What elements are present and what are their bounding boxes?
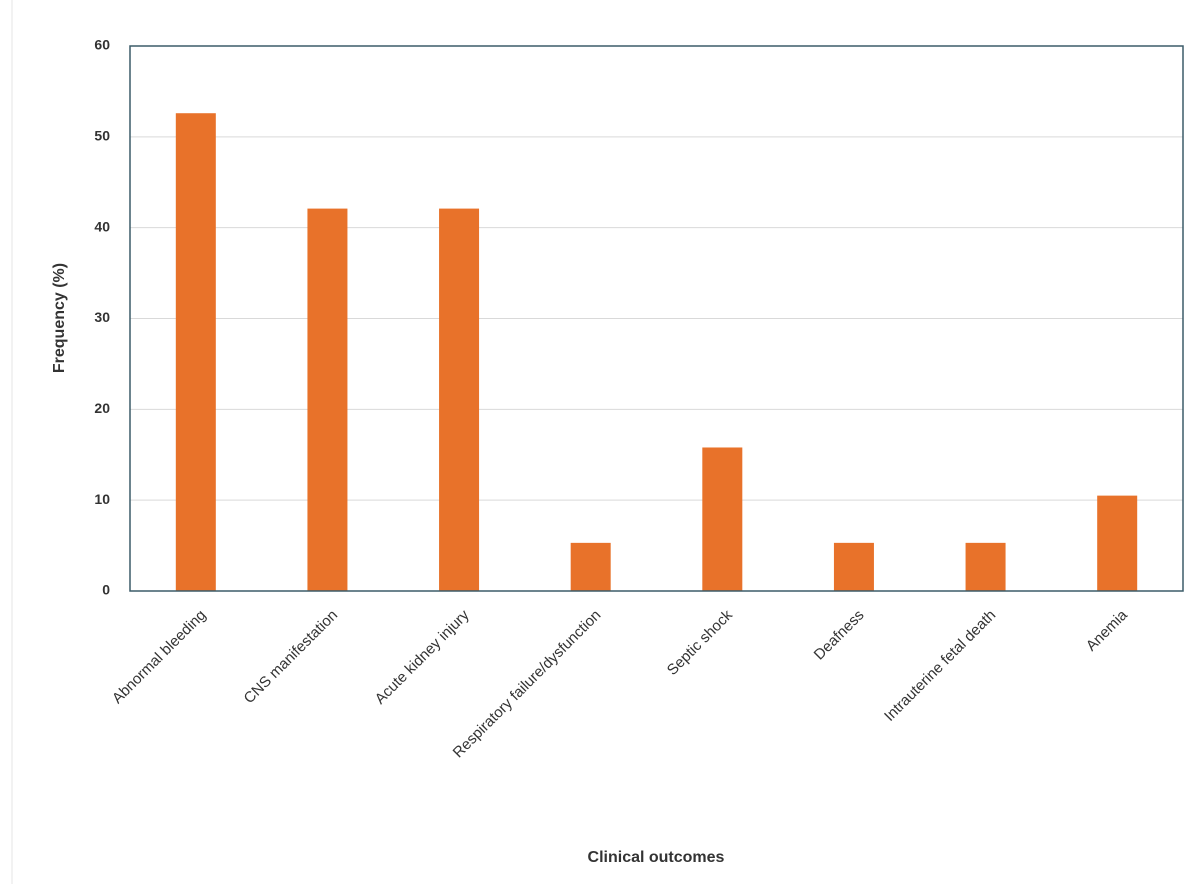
plot-border (129, 45, 1184, 592)
x-tick-label: CNS manifestation (241, 607, 341, 707)
bar (439, 208, 480, 591)
bar (1097, 495, 1138, 591)
bar (965, 542, 1006, 591)
bar (175, 113, 216, 591)
x-tick-label: Acute kidney injury (372, 606, 473, 707)
bar (833, 542, 874, 591)
y-tick-label: 40 (94, 218, 110, 234)
bar (570, 542, 611, 591)
x-tick-label: Anemia (1083, 606, 1131, 654)
x-axis-label: Clinical outcomes (588, 849, 725, 866)
y-tick-label: 60 (94, 37, 110, 53)
y-tick-label: 50 (94, 128, 110, 144)
x-tick-label: Abnormal bleeding (109, 607, 209, 707)
bar (702, 447, 743, 591)
x-tick-label: Respiratory failure/dysfunction (450, 607, 605, 762)
y-tick-label: 20 (94, 400, 110, 416)
y-tick-label: 0 (102, 582, 110, 598)
x-tick-label: Intrauterine fetal death (881, 607, 999, 725)
bar (307, 208, 348, 591)
y-axis-label: Frequency (%) (51, 263, 68, 373)
y-tick-label: 10 (94, 491, 110, 507)
x-tick-label: Septic shock (664, 606, 737, 679)
x-tick-label: Deafness (811, 607, 868, 664)
y-tick-label: 30 (94, 309, 110, 325)
